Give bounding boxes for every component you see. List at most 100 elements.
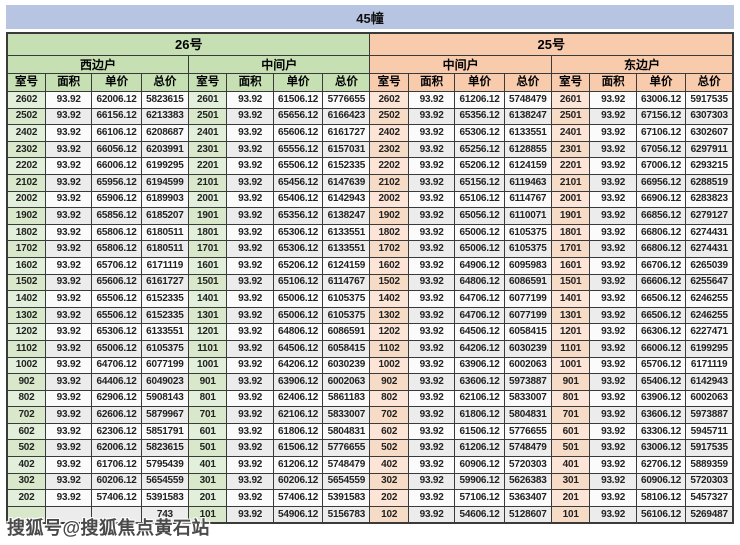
cell-unit-price: 60906.12 [454, 456, 505, 474]
cell-unit-price: 66156.12 [91, 107, 142, 126]
cell-room-no: 602 [369, 422, 409, 441]
cell-unit-price: 66006.12 [635, 339, 687, 358]
cell-total-price: 6171119 [140, 256, 189, 275]
table-row: 1802 93.92 65806.12 6180511 1801 93.92 65306.1… [6, 223, 734, 242]
cell-area: 93.92 [407, 456, 456, 474]
cell-room-no: 102 [369, 505, 409, 524]
cell-total-price: 6128855 [503, 140, 552, 159]
cell-total-price: 6086591 [322, 323, 371, 341]
cell-room-no: 301 [550, 472, 591, 491]
cell-room-no: 601 [187, 422, 228, 441]
table-row: 1302 93.92 65506.12 6152335 1301 93.92 65006.1… [6, 306, 734, 325]
cell-room-no: 1701 [187, 240, 228, 258]
cell-area: 93.92 [44, 290, 93, 308]
cell-room-no: 2301 [550, 140, 591, 159]
cell-unit-price: 65506.12 [91, 306, 142, 325]
column-header: 单价 [454, 73, 505, 92]
cell-unit-price: 65406.12 [272, 190, 324, 209]
cell-total-price: 6049023 [140, 373, 189, 391]
cell-room-no [6, 505, 46, 524]
cell-area: 93.92 [589, 240, 637, 258]
cell-unit-price: 66806.12 [635, 240, 687, 258]
cell-unit-price: 65956.12 [91, 173, 142, 192]
column-header: 总价 [685, 73, 734, 92]
cell-unit-price: 63606.12 [454, 373, 505, 391]
cell-room-no: 2301 [187, 140, 228, 159]
cell-room-no: 1301 [187, 306, 228, 325]
cell-unit-price: 66606.12 [635, 273, 687, 292]
cell-room-no: 2101 [187, 173, 228, 192]
cell-unit-price: 64806.12 [454, 273, 505, 292]
cell-total-price: 6119463 [503, 173, 552, 192]
cell-unit-price: 60206.12 [272, 472, 324, 491]
cell-room-no: 201 [550, 489, 591, 507]
cell-total-price: 6199295 [685, 339, 734, 358]
cell-total-price: 6105375 [140, 339, 189, 358]
cell-area: 93.92 [407, 505, 456, 524]
table-row: 1502 93.92 65606.12 6161727 1501 93.92 65106.1… [6, 273, 734, 292]
cell-area: 93.92 [44, 107, 93, 126]
cell-total-price: 5917535 [685, 439, 734, 458]
cell-room-no: 402 [369, 456, 409, 474]
cell-room-no: 2402 [6, 124, 46, 142]
cell-total-price: 5833007 [322, 406, 371, 424]
cell-total-price: 6189903 [140, 190, 189, 209]
cell-area: 93.92 [226, 107, 274, 126]
cell-area: 93.92 [407, 472, 456, 491]
cell-total-price: 6194599 [140, 173, 189, 192]
column-header: 室号 [550, 73, 591, 92]
cell-area: 93.92 [44, 456, 93, 474]
cell-total-price: 6293215 [685, 157, 734, 175]
column-header: 总价 [322, 73, 371, 92]
cell-unit-price: 65306.12 [454, 124, 505, 142]
cell-unit-price: 65706.12 [635, 356, 687, 375]
unit-type-header: 中间户 [369, 55, 552, 74]
cell-room-no: 202 [369, 489, 409, 507]
cell-area: 93.92 [407, 489, 456, 507]
cell-total-price: 5776655 [322, 91, 371, 109]
cell-total-price: 5908143 [140, 389, 189, 408]
cell-total-price: 6180511 [140, 240, 189, 258]
cell-total-price: 6105375 [503, 240, 552, 258]
cell-total-price: 5626383 [503, 472, 552, 491]
cell-total-price: 6133551 [322, 223, 371, 242]
cell-area: 93.92 [44, 240, 93, 258]
cell-room-no: 1302 [6, 306, 46, 325]
cell-room-no: 702 [6, 406, 46, 424]
cell-area: 93.92 [44, 157, 93, 175]
cell-area: 93.92 [226, 140, 274, 159]
cell-room-no: 902 [369, 373, 409, 391]
cell-area: 93.92 [589, 356, 637, 375]
cell-unit-price: 58106.12 [635, 489, 687, 507]
cell-total-price: 6105375 [322, 290, 371, 308]
cell-total-price: 6147639 [322, 173, 371, 192]
cell-area: 93.92 [44, 207, 93, 225]
cell-area: 93.92 [589, 124, 637, 142]
cell-area: 93.92 [226, 173, 274, 192]
cell-room-no: 1401 [550, 290, 591, 308]
cell-room-no: 101 [187, 505, 228, 524]
table-row: 1602 93.92 65706.12 6171119 1601 93.92 65206.1… [6, 256, 734, 275]
cell-area: 93.92 [407, 157, 456, 175]
cell-area: 93.92 [589, 505, 637, 524]
column-header: 总价 [140, 73, 189, 92]
cell-unit-price: 62606.12 [91, 406, 142, 424]
cell-total-price: 6152335 [140, 290, 189, 308]
column-header: 单价 [635, 73, 687, 92]
cell-room-no: 1502 [6, 273, 46, 292]
cell-unit-price: 65256.12 [454, 140, 505, 159]
cell-total-price: 6246255 [685, 306, 734, 325]
cell-unit-price: 65406.12 [635, 373, 687, 391]
cell-room-no: 902 [6, 373, 46, 391]
cell-area: 93.92 [44, 124, 93, 142]
cell-unit-price: 67056.12 [635, 140, 687, 159]
cell-area: 93.92 [407, 107, 456, 126]
cell-total-price: 5269487 [685, 505, 734, 524]
cell-unit-price: 66506.12 [635, 290, 687, 308]
cell-room-no: 1802 [6, 223, 46, 242]
cell-room-no: 402 [6, 456, 46, 474]
cell-total-price: 5776655 [322, 439, 371, 458]
cell-room-no: 2002 [369, 190, 409, 209]
cell-unit-price: 67156.12 [635, 107, 687, 126]
table-row: 1402 93.92 65506.12 6152335 1401 93.92 65006.1… [6, 290, 734, 308]
